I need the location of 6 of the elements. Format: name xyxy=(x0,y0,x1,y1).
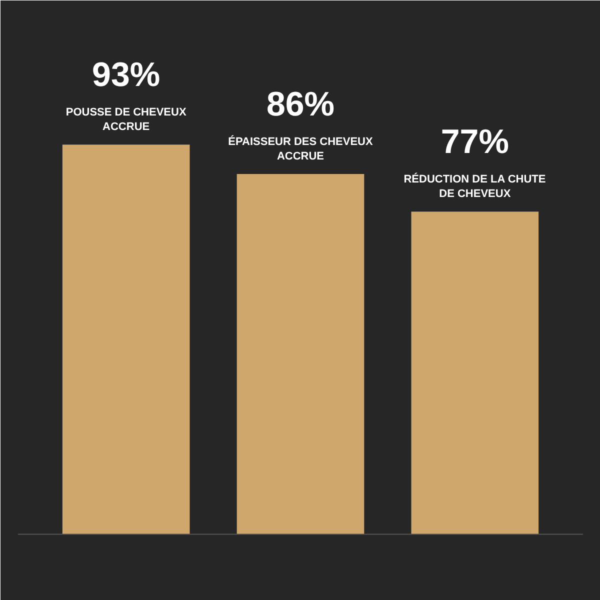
data-label: 86% xyxy=(266,85,335,124)
x-tick-label: RÉDUCTION DE LA CHUTE DE CHEVEUX xyxy=(404,172,546,200)
data-label: 77% xyxy=(440,123,509,162)
x-tick-label: ÉPAISSEUR DES CHEVEUX ACCRUE xyxy=(228,134,374,162)
x-tick-label: POUSSE DE CHEVEUX ACCRUE xyxy=(66,106,187,133)
data-label: 93% xyxy=(92,56,160,94)
